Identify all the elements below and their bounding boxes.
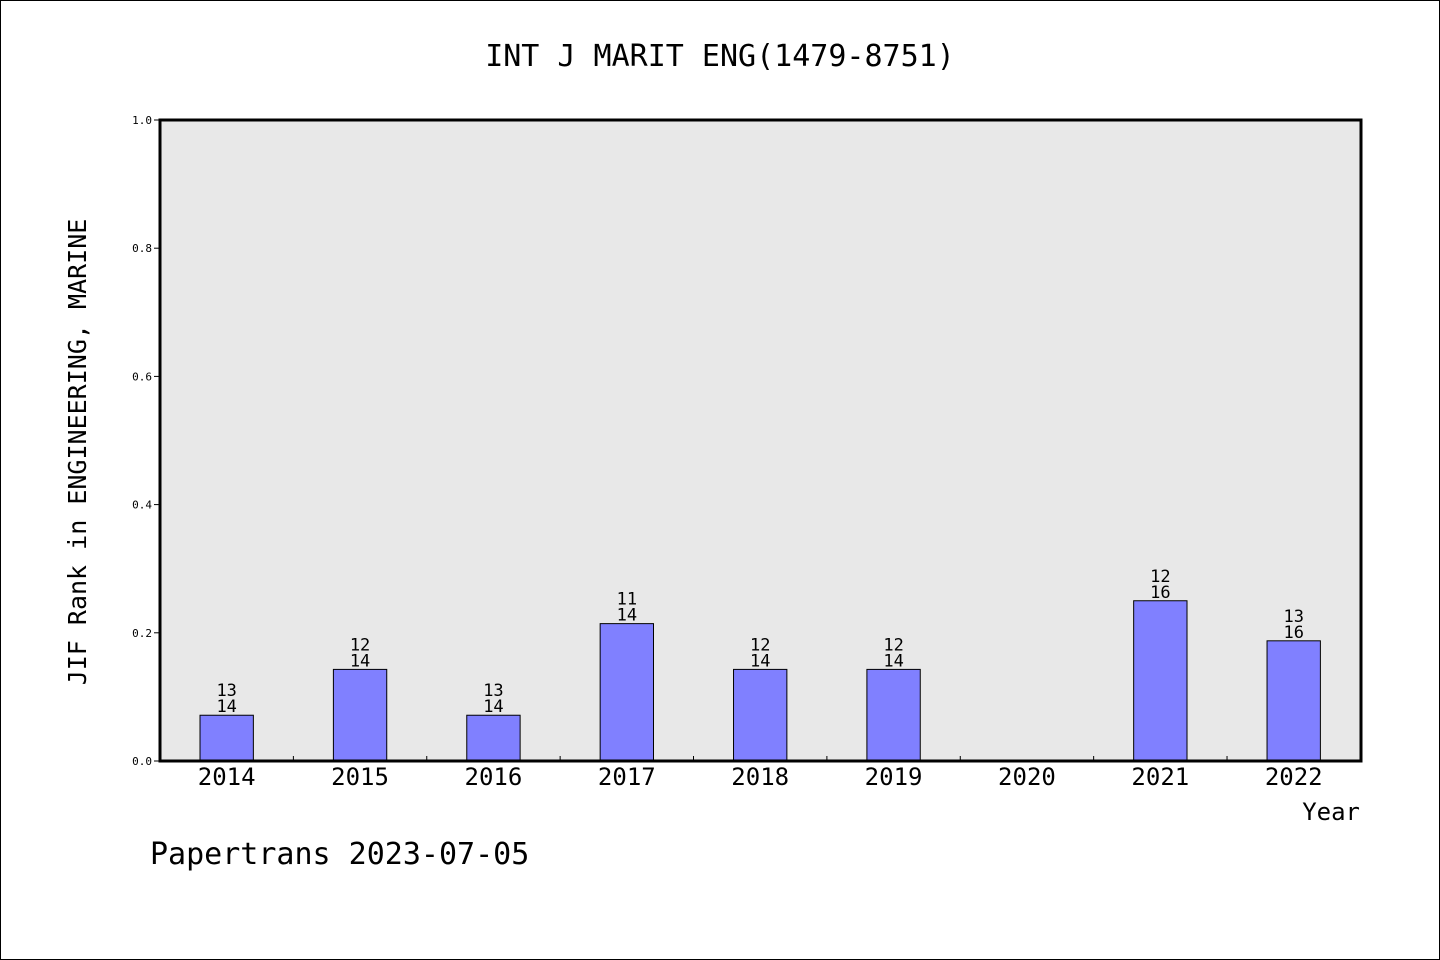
bar-rank-label: 12	[1150, 567, 1170, 587]
y-tick-label: 0.0	[132, 755, 152, 768]
y-axis-ticks: 0.0 0.2 0.4 0.6 0.8 1.0	[132, 114, 160, 768]
bar-2015	[332, 668, 388, 762]
y-tick-label: 0.8	[132, 242, 152, 255]
x-tick-label: 2020	[998, 763, 1056, 791]
bar-total-label: 14	[617, 606, 637, 626]
bar-2019	[866, 668, 921, 762]
bar-2017	[599, 623, 654, 762]
x-tick-label: 2017	[598, 763, 656, 791]
bar-total-label: 16	[1150, 583, 1170, 603]
x-tick-label: 2014	[198, 763, 256, 791]
bar-2016	[466, 714, 521, 762]
x-tick-label: 2021	[1131, 763, 1189, 791]
bar-2014	[199, 714, 254, 762]
bar-rank-label: 13	[1283, 607, 1303, 627]
chart-title: INT J MARIT ENG(1479-8751)	[485, 39, 955, 74]
y-tick-label: 0.6	[132, 370, 152, 383]
bar-total-label: 14	[350, 651, 370, 671]
x-tick-label: 2022	[1265, 763, 1323, 791]
x-axis-ticks: 2014 2015 2016 2017 2018 2019 2020 2021 2022	[198, 756, 1323, 791]
y-tick-label: 0.4	[132, 499, 152, 512]
bar-total-label: 14	[216, 697, 236, 717]
bar-rank-label: 11	[617, 590, 637, 610]
bar-2018	[733, 668, 788, 762]
bar-total-label: 14	[883, 651, 903, 671]
bar-2022	[1266, 640, 1321, 762]
bar-total-label: 16	[1283, 623, 1303, 643]
x-tick-label: 2019	[865, 763, 923, 791]
bar-rank-label: 12	[883, 635, 903, 655]
y-tick-label: 0.2	[132, 627, 152, 640]
bar-total-label: 14	[483, 697, 503, 717]
y-tick-label: 1.0	[132, 114, 152, 127]
bar-rank-label: 13	[483, 681, 503, 701]
bar-rank-label: 12	[350, 635, 370, 655]
x-tick-label: 2016	[465, 763, 523, 791]
x-axis-label: Year	[1302, 798, 1360, 826]
bar-rank-label: 13	[216, 681, 236, 701]
x-tick-label: 2015	[331, 763, 389, 791]
bar-rank-label: 12	[750, 635, 770, 655]
footer-text: Papertrans 2023-07-05	[150, 837, 529, 872]
plot-border	[158, 118, 1363, 763]
bar-2021	[1133, 600, 1188, 762]
y-axis-label: JIF Rank in ENGINEERING, MARINE	[63, 219, 92, 686]
x-tick-label: 2018	[731, 763, 789, 791]
bar-total-label: 14	[750, 651, 770, 671]
